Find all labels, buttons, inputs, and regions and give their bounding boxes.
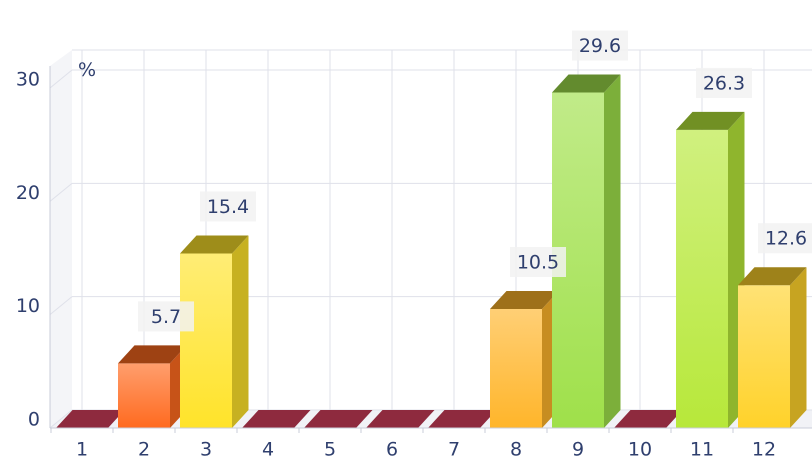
bar-front-face — [676, 129, 728, 428]
bar — [676, 111, 745, 428]
y-tick-label: 10 — [16, 295, 40, 317]
data-label-background — [200, 191, 256, 222]
x-tick-label: 10 — [628, 439, 652, 460]
grid-line-side — [49, 69, 73, 89]
data-label-background — [510, 247, 566, 277]
data-label: 29.6 — [579, 35, 621, 57]
data-label-background — [696, 67, 752, 98]
x-tick-label: 5 — [324, 439, 336, 460]
data-label-background — [758, 223, 812, 254]
x-tick-label: 7 — [448, 439, 460, 460]
y-tick-label: 0 — [28, 409, 40, 431]
x-tick-label: 11 — [690, 439, 714, 460]
bar-zero-slab — [614, 410, 683, 428]
y-tick-label: 30 — [16, 69, 40, 91]
grid-line-side — [49, 182, 73, 202]
bar — [242, 410, 311, 428]
side-wall-panel — [50, 50, 72, 428]
x-tick-label: 2 — [138, 439, 150, 460]
bar-top-face — [490, 291, 559, 309]
x-tick-label: 8 — [510, 439, 522, 460]
data-label: 5.7 — [151, 306, 181, 328]
bar-top-face — [676, 111, 745, 130]
data-label: 26.3 — [703, 72, 745, 94]
bar — [552, 74, 621, 429]
bar-side-face — [790, 267, 807, 428]
bar-top-face — [552, 74, 621, 93]
bar-top-face — [180, 235, 249, 254]
bar — [490, 291, 559, 428]
bar-top-face — [738, 267, 807, 286]
bar — [180, 235, 249, 428]
bar-front-face — [180, 253, 232, 428]
bar — [118, 345, 187, 428]
bar-front-face — [490, 309, 542, 428]
x-tick-label: 9 — [572, 439, 584, 460]
bar — [614, 410, 683, 428]
bar — [738, 267, 807, 428]
data-label-background — [138, 301, 194, 332]
bar-zero-slab — [56, 410, 125, 428]
x-tick-label: 6 — [386, 439, 398, 460]
bar-front-face — [552, 92, 604, 429]
bar-zero-slab — [304, 410, 373, 428]
bar-side-face — [604, 74, 621, 429]
bar-zero-slab — [366, 410, 435, 428]
grid-line-side — [49, 296, 73, 316]
data-label: 12.6 — [765, 228, 807, 250]
bar-zero-slab — [428, 410, 497, 428]
bar — [428, 410, 497, 428]
chart-bars — [56, 74, 807, 429]
data-label: 15.4 — [207, 196, 249, 218]
chart-data-labels: 5.7 15.4 10.5 29.6 26.3 12.6 — [138, 30, 812, 332]
bar-zero-slab — [242, 410, 311, 428]
x-tick-label: 1 — [76, 439, 88, 460]
bar-side-face — [232, 235, 249, 428]
bar — [304, 410, 373, 428]
data-label-background — [572, 30, 628, 61]
bar-top-face — [118, 345, 187, 364]
bar-front-face — [738, 285, 790, 428]
x-tick-label: 4 — [262, 439, 274, 460]
x-tick-label: 12 — [752, 439, 776, 460]
bar — [56, 410, 125, 428]
y-axis-unit-label: % — [78, 59, 96, 81]
grid-line-side — [49, 409, 73, 429]
data-label: 10.5 — [517, 252, 559, 274]
x-tick-label: 3 — [200, 439, 212, 460]
bar-front-face — [118, 363, 170, 428]
bar — [366, 410, 435, 428]
y-tick-label: 20 — [16, 182, 40, 204]
